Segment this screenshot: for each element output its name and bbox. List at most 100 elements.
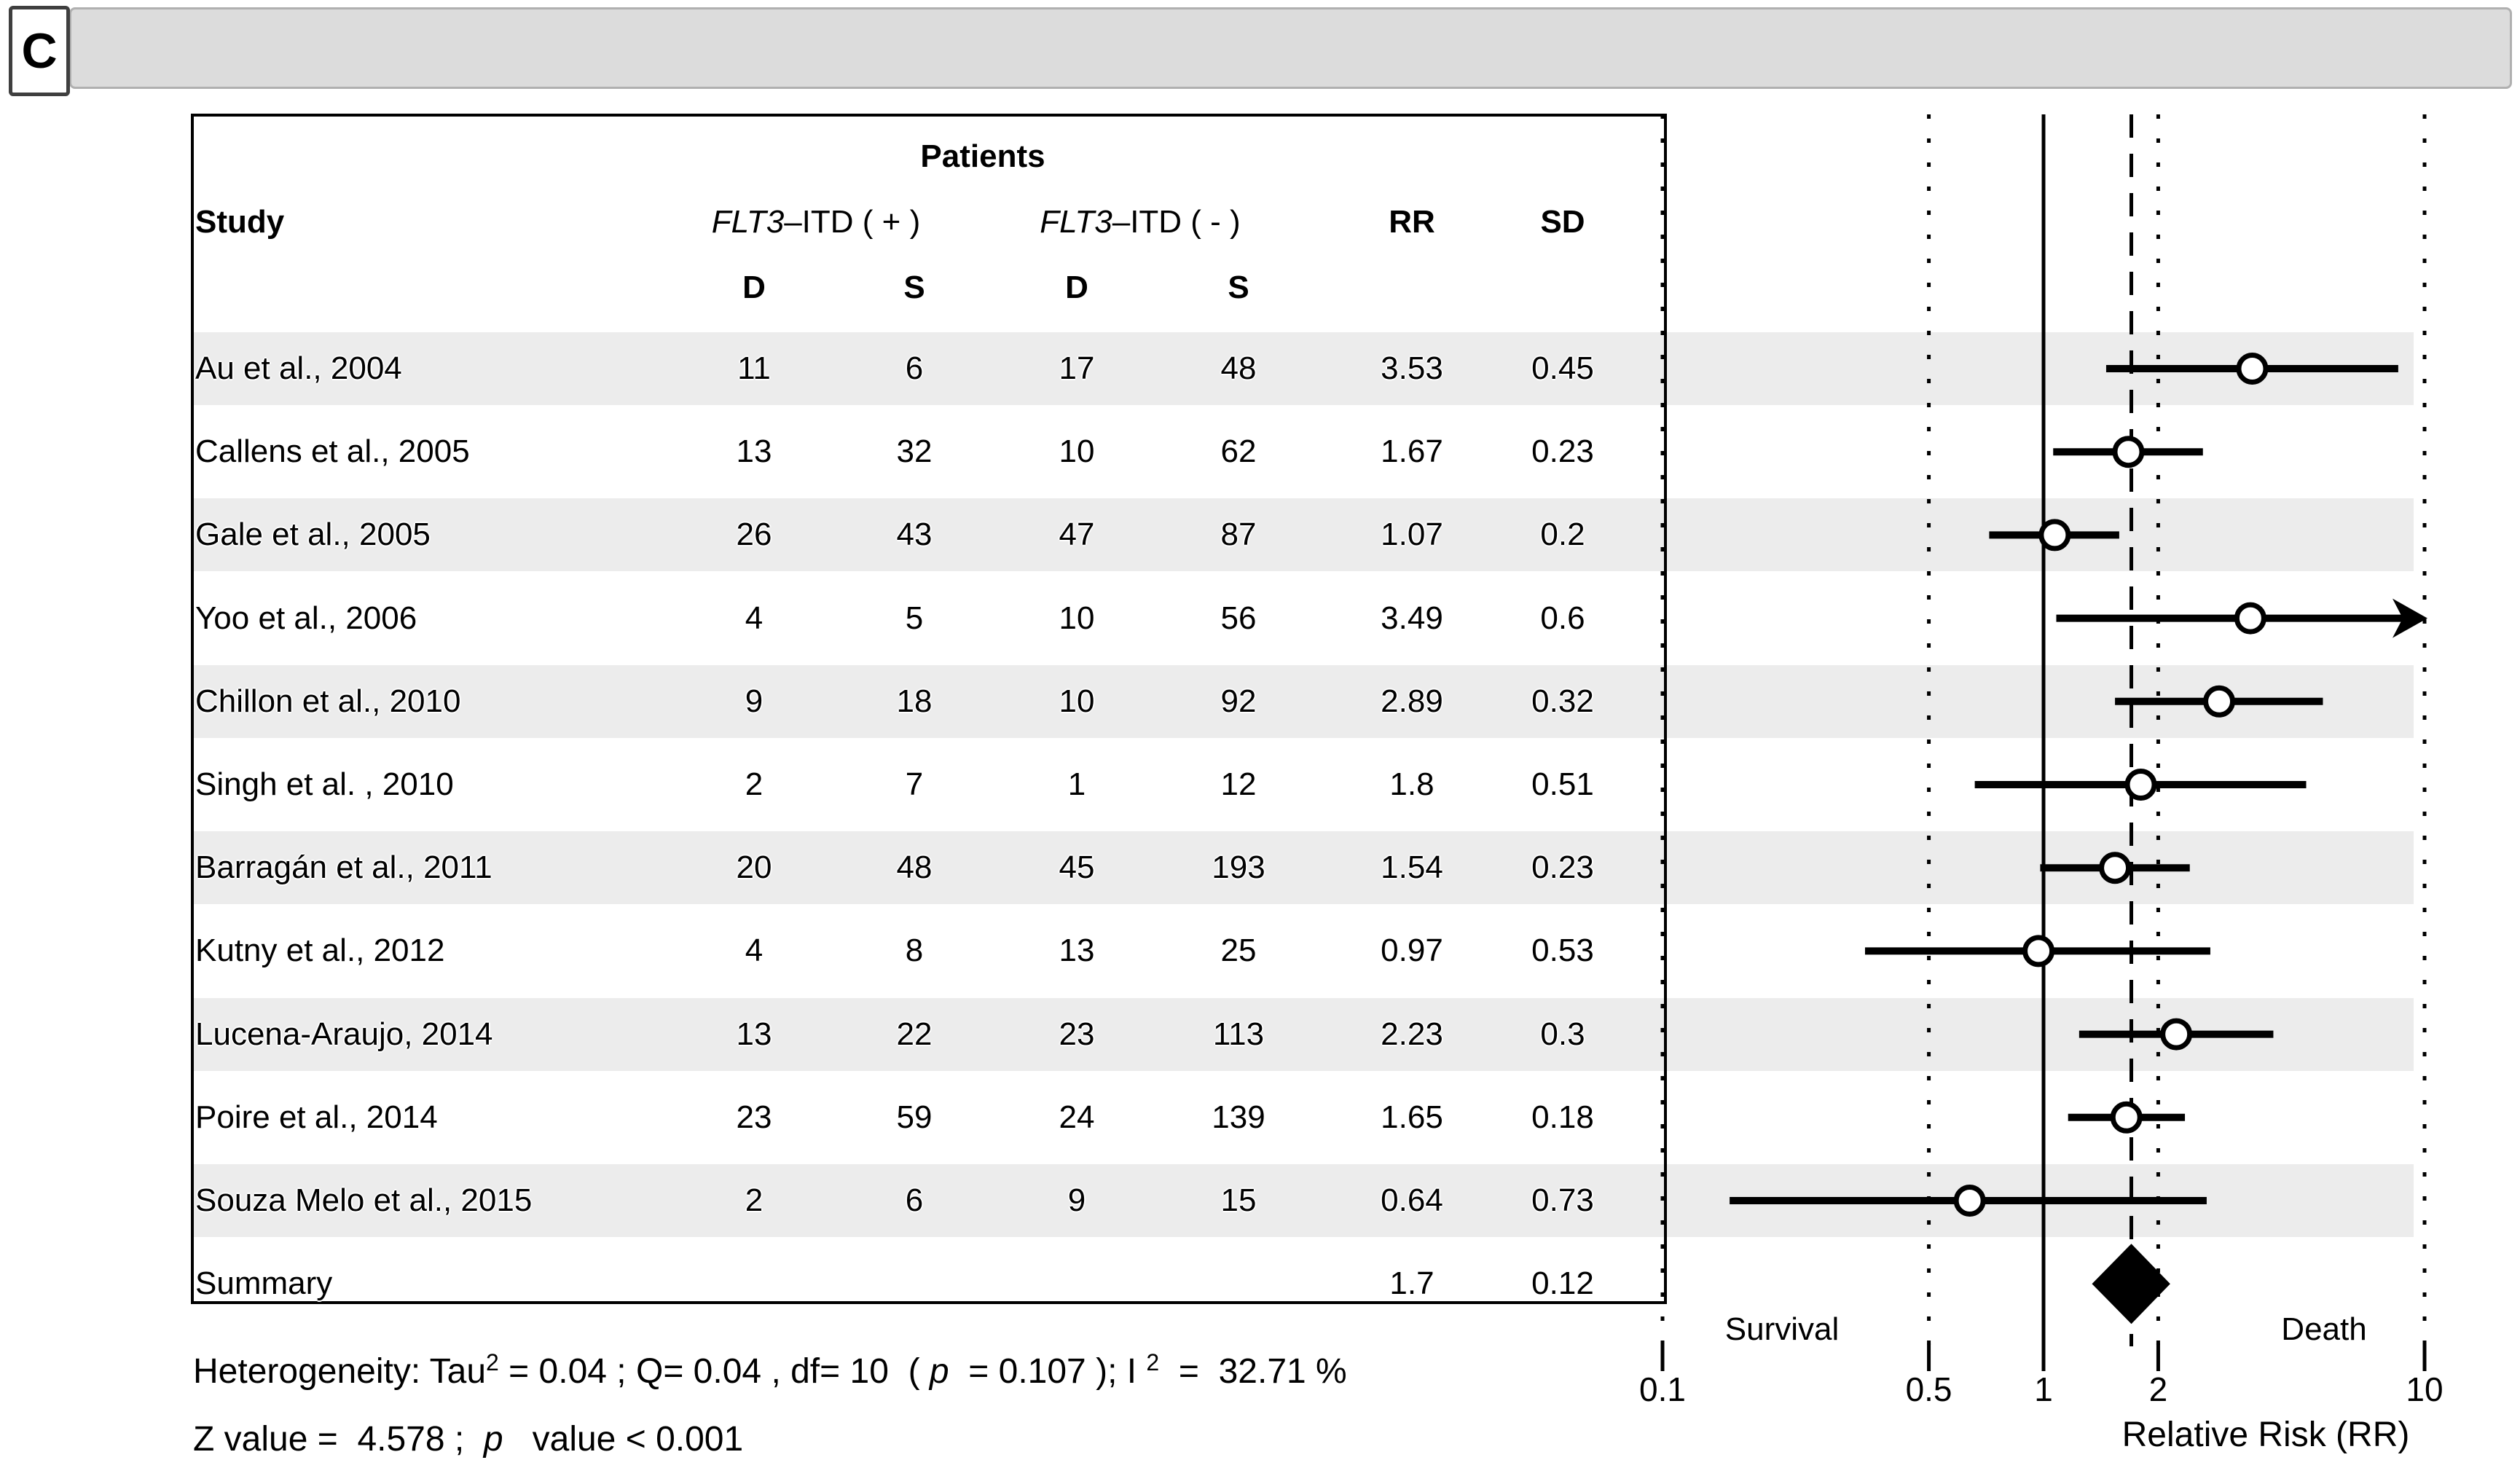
cell-rr: 1.54 bbox=[1381, 849, 1443, 886]
effect-marker-circle bbox=[2160, 1018, 2193, 1051]
col-header-flt3-pos: FLT3–ITD ( + ) bbox=[712, 204, 920, 240]
study-name: Souza Melo et al., 2015 bbox=[195, 1182, 533, 1218]
effect-marker-circle bbox=[2099, 852, 2132, 884]
cell-s_neg: 25 bbox=[1220, 933, 1257, 969]
collapsed-header-bar bbox=[69, 7, 2512, 89]
study-table-frame bbox=[191, 114, 1667, 1304]
cell-rr: 0.64 bbox=[1381, 1182, 1443, 1218]
cell-s_neg: 139 bbox=[1212, 1099, 1265, 1135]
cell-sd: 0.51 bbox=[1531, 766, 1594, 802]
cell-s_neg: 12 bbox=[1220, 766, 1257, 802]
study-name: Callens et al., 2005 bbox=[195, 433, 470, 470]
superscript-2: 2 bbox=[1146, 1349, 1160, 1375]
cell-d_pos: 23 bbox=[736, 1099, 772, 1135]
cell-sd: 0.73 bbox=[1531, 1182, 1594, 1218]
cell-d_pos: 20 bbox=[736, 849, 772, 886]
col-header-d-neg: D bbox=[1065, 270, 1088, 305]
cell-rr: 2.23 bbox=[1381, 1016, 1443, 1052]
cell-rr: 3.53 bbox=[1381, 350, 1443, 386]
effect-marker-circle bbox=[2112, 436, 2145, 468]
effect-marker-circle bbox=[2038, 519, 2071, 552]
cell-rr: 1.67 bbox=[1381, 433, 1443, 470]
axis-tick-label: 2 bbox=[2148, 1370, 2168, 1408]
study-name: Barragán et al., 2011 bbox=[195, 849, 492, 886]
effect-marker-circle bbox=[2022, 935, 2055, 967]
study-name: Kutny et al., 2012 bbox=[195, 933, 445, 969]
panel-label-box: C bbox=[9, 6, 70, 96]
effect-marker-circle bbox=[2234, 602, 2266, 635]
cell-rr: 0.97 bbox=[1381, 933, 1443, 969]
col-header-study: Study bbox=[195, 204, 285, 240]
cell-s_pos: 18 bbox=[896, 683, 933, 719]
cell-sd: 0.23 bbox=[1531, 433, 1594, 470]
cell-d_pos: 13 bbox=[736, 1016, 772, 1052]
cell-s_pos: 7 bbox=[905, 766, 924, 802]
cell-s_neg: 15 bbox=[1220, 1182, 1257, 1218]
gene-symbol: FLT3 bbox=[1040, 204, 1112, 240]
col-header-flt3-neg: FLT3–ITD ( - ) bbox=[1040, 204, 1240, 240]
cell-d_pos: 2 bbox=[745, 1182, 764, 1218]
cell-d_pos: 4 bbox=[745, 600, 764, 636]
col-header-patients: Patients bbox=[920, 138, 1045, 174]
cell-s_neg: 193 bbox=[1212, 849, 1265, 886]
cell-rr: 1.8 bbox=[1389, 766, 1434, 802]
cell-s_neg: 113 bbox=[1212, 1016, 1265, 1052]
cell-sd: 0.3 bbox=[1540, 1016, 1585, 1052]
cell-s_pos: 8 bbox=[905, 933, 924, 969]
cell-d_neg: 10 bbox=[1059, 683, 1095, 719]
cell-s_pos: 48 bbox=[896, 849, 933, 886]
cell-sd: 0.6 bbox=[1540, 600, 1585, 636]
cell-d_pos: 26 bbox=[736, 517, 772, 553]
study-name: Au et al., 2004 bbox=[195, 350, 402, 386]
arrowhead-right bbox=[2393, 598, 2427, 638]
cell-rr: 1.7 bbox=[1389, 1265, 1434, 1302]
p-symbol: p bbox=[483, 1420, 503, 1459]
cell-d_neg: 1 bbox=[1067, 766, 1086, 802]
axis-tick-label: 10 bbox=[2406, 1370, 2444, 1408]
col-header-s-neg: S bbox=[1228, 270, 1249, 305]
cell-s_neg: 48 bbox=[1220, 350, 1257, 386]
death-region-label: Death bbox=[2281, 1311, 2367, 1347]
summary-diamond bbox=[2092, 1244, 2170, 1324]
cell-d_neg: 10 bbox=[1059, 433, 1095, 470]
col-header-rr: RR bbox=[1389, 204, 1435, 240]
cell-s_pos: 6 bbox=[905, 350, 924, 386]
cell-d_pos: 2 bbox=[745, 766, 764, 802]
effect-marker-circle bbox=[2124, 769, 2157, 801]
gene-symbol: FLT3 bbox=[711, 204, 785, 240]
cell-rr: 1.07 bbox=[1381, 517, 1443, 553]
effect-marker-circle bbox=[2203, 685, 2236, 718]
cell-sd: 0.45 bbox=[1531, 350, 1594, 386]
effect-marker-circle bbox=[2236, 353, 2269, 385]
study-name: Gale et al., 2005 bbox=[195, 517, 431, 553]
cell-d_neg: 17 bbox=[1059, 350, 1095, 386]
cell-sd: 0.12 bbox=[1531, 1265, 1594, 1302]
cell-s_neg: 62 bbox=[1220, 433, 1257, 470]
cell-sd: 0.18 bbox=[1531, 1099, 1594, 1135]
cell-d_neg: 24 bbox=[1059, 1099, 1095, 1135]
cell-d_pos: 13 bbox=[736, 433, 772, 470]
axis-tick-label: 0.1 bbox=[1639, 1370, 1686, 1408]
cell-s_pos: 22 bbox=[896, 1016, 933, 1052]
cell-rr: 1.65 bbox=[1381, 1099, 1443, 1135]
cell-s_neg: 92 bbox=[1220, 683, 1257, 719]
cell-s_pos: 43 bbox=[896, 517, 933, 553]
cell-sd: 0.23 bbox=[1531, 849, 1594, 886]
study-name: Poire et al., 2014 bbox=[195, 1099, 438, 1135]
effect-marker-circle bbox=[1953, 1185, 1986, 1217]
group-pos-suffix: –ITD ( + ) bbox=[784, 204, 921, 240]
cell-d_neg: 10 bbox=[1059, 600, 1095, 636]
cell-s_neg: 87 bbox=[1220, 517, 1257, 553]
cell-d_neg: 23 bbox=[1059, 1016, 1095, 1052]
cell-d_neg: 45 bbox=[1059, 849, 1095, 886]
cell-d_neg: 9 bbox=[1067, 1182, 1086, 1218]
cell-sd: 0.32 bbox=[1531, 683, 1594, 719]
cell-d_pos: 9 bbox=[745, 683, 764, 719]
superscript-2: 2 bbox=[486, 1349, 499, 1375]
study-name: Singh et al. , 2010 bbox=[195, 766, 454, 802]
cell-rr: 3.49 bbox=[1381, 600, 1443, 636]
col-header-d-pos: D bbox=[742, 270, 766, 305]
cell-sd: 0.2 bbox=[1540, 517, 1585, 553]
study-name: Yoo et al., 2006 bbox=[195, 600, 417, 636]
